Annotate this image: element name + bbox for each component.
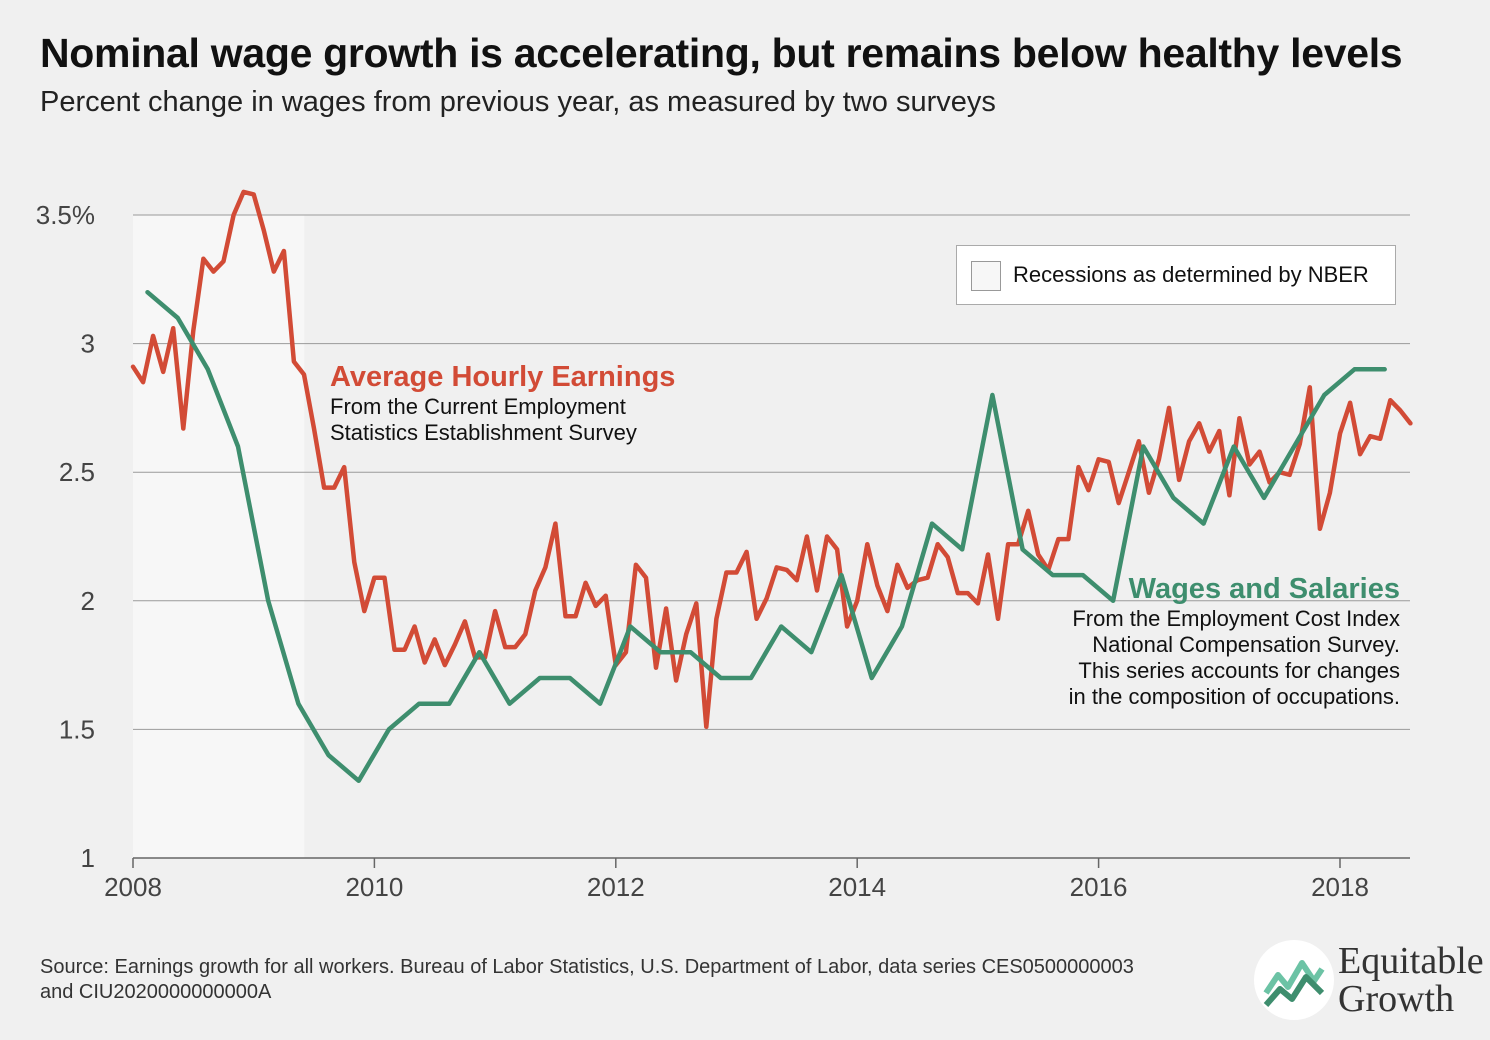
annotation-ws-line: This series accounts for changes xyxy=(1078,658,1400,683)
y-tick-label: 3 xyxy=(81,329,95,359)
legend: Recessions as determined by NBER xyxy=(956,245,1396,305)
annotation-ws-title: Wages and Salaries xyxy=(1128,573,1400,605)
chart-subtitle: Percent change in wages from previous ye… xyxy=(40,86,996,118)
annotation-ws-line: From the Employment Cost Index xyxy=(1072,606,1400,631)
x-tick-label: 2018 xyxy=(1311,872,1369,902)
annotation-wages-and-salaries: Wages and Salaries From the Employment C… xyxy=(1000,572,1400,710)
y-tick-label: 2.5 xyxy=(59,457,95,487)
y-tick-label: 2 xyxy=(81,586,95,616)
x-tick-label: 2016 xyxy=(1070,872,1128,902)
annotation-ahe-line: Statistics Establishment Survey xyxy=(330,420,637,445)
recession-band xyxy=(133,215,305,858)
x-tick-label: 2012 xyxy=(587,872,645,902)
equitable-growth-logo xyxy=(1254,940,1334,1020)
x-tick-label: 2010 xyxy=(345,872,403,902)
logo-text-line: Growth xyxy=(1338,978,1455,1020)
x-tick-label: 2014 xyxy=(828,872,886,902)
legend-recession-label: Recessions as determined by NBER xyxy=(1013,262,1369,287)
series-line-ahe xyxy=(130,189,1413,730)
annotation-ws-line: National Compensation Survey. xyxy=(1092,632,1400,657)
y-tick-label: 3.5% xyxy=(36,200,95,230)
annotation-ahe-line: From the Current Employment xyxy=(330,394,626,419)
series-line-ws xyxy=(145,289,1387,784)
annotation-ws-line: in the composition of occupations. xyxy=(1068,684,1400,709)
annotation-ahe-title: Average Hourly Earnings xyxy=(330,361,676,393)
y-tick-label: 1.5 xyxy=(59,714,95,744)
annotation-average-hourly-earnings: Average Hourly Earnings From the Current… xyxy=(330,360,675,446)
y-tick-label: 1 xyxy=(81,843,95,873)
chart-title: Nominal wage growth is accelerating, but… xyxy=(40,30,1403,76)
logo-text: Equitable Growth xyxy=(1338,942,1484,1018)
legend-recession-swatch xyxy=(971,261,1001,291)
source-note: Source: Earnings growth for all workers.… xyxy=(40,956,1134,1003)
x-tick-label: 2008 xyxy=(104,872,162,902)
logo-text-line: Equitable xyxy=(1338,940,1484,982)
